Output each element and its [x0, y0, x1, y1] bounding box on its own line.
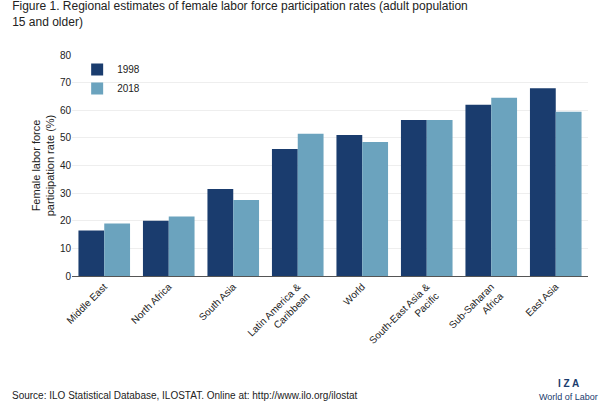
svg-text:South Asia: South Asia	[197, 281, 239, 323]
svg-text:World of Labor: World of Labor	[539, 392, 598, 402]
svg-text:2018: 2018	[117, 83, 140, 94]
svg-text:70: 70	[60, 77, 72, 88]
svg-text:20: 20	[60, 215, 72, 226]
svg-text:0: 0	[65, 271, 71, 282]
svg-text:Middle East: Middle East	[64, 281, 109, 326]
svg-text:Female labor forceparticipatio: Female labor forceparticipation rate (%)	[30, 115, 56, 217]
svg-text:World: World	[341, 281, 367, 307]
svg-text:Sub-SaharanAfrica: Sub-SaharanAfrica	[447, 281, 506, 340]
svg-text:1998: 1998	[117, 64, 140, 75]
svg-text:10: 10	[60, 243, 72, 254]
svg-text:North Africa: North Africa	[129, 281, 174, 326]
svg-text:I Z A: I Z A	[558, 378, 579, 389]
svg-text:60: 60	[60, 105, 72, 116]
svg-text:80: 80	[60, 50, 72, 61]
svg-text:Source: ILO Statistical Databa: Source: ILO Statistical Database, ILOSTA…	[12, 390, 358, 401]
svg-text:Latin America &Caribbean: Latin America &Caribbean	[245, 281, 312, 348]
svg-text:Figure 1. Regional estimates o: Figure 1. Regional estimates of female l…	[12, 0, 468, 29]
svg-text:30: 30	[60, 188, 72, 199]
svg-text:East Asia: East Asia	[523, 281, 561, 319]
svg-text:40: 40	[60, 160, 72, 171]
svg-text:50: 50	[60, 132, 72, 143]
svg-text:South-East Asia &Pacific: South-East Asia &Pacific	[367, 281, 441, 355]
